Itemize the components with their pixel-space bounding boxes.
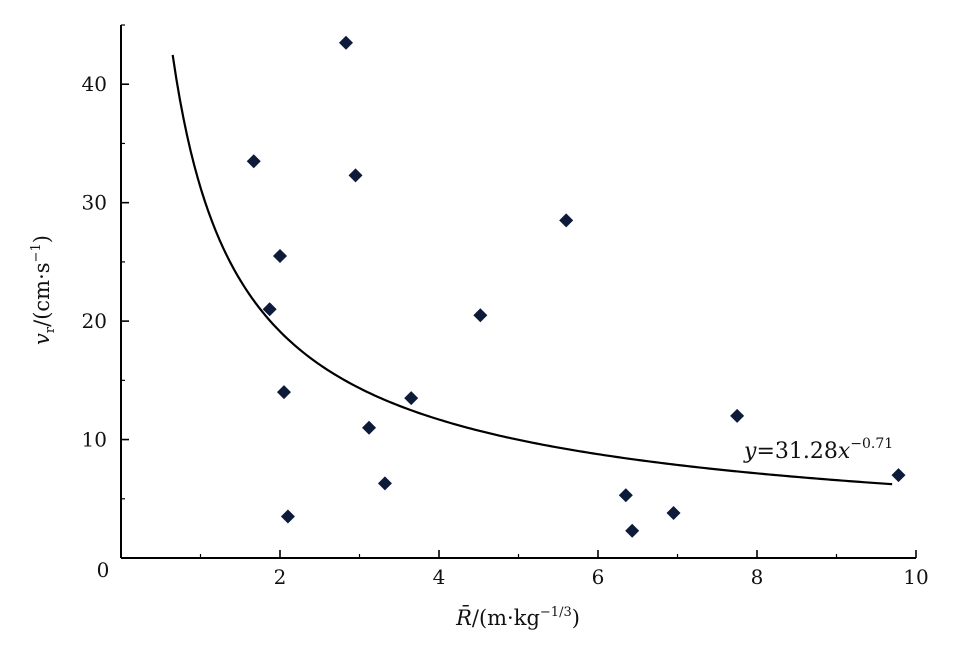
y-tick-label: 40 — [82, 72, 107, 96]
data-point — [276, 385, 291, 400]
fit-equation-coefficient: =31.28 — [756, 439, 837, 464]
data-point — [891, 468, 906, 483]
x-axis-label-unit: /(m·kg — [472, 606, 540, 630]
fit-curve — [171, 54, 893, 486]
origin-label: 0 — [97, 558, 110, 582]
data-point — [559, 213, 574, 228]
data-point — [262, 302, 277, 317]
fit-equation: y=31.28x−0.71 — [743, 436, 893, 464]
y-axis-label-symbol: v — [30, 333, 54, 345]
x-axis-label: R̄/(m·kg−1/3) — [455, 605, 580, 630]
x-axis-label-exponent: −1/3 — [540, 605, 572, 620]
data-point — [348, 168, 363, 183]
data-point — [625, 523, 640, 538]
data-point — [666, 505, 681, 520]
y-axis-label-subscript: r — [43, 326, 58, 333]
y-tick-label: 30 — [82, 191, 107, 215]
x-tick-label: 4 — [433, 565, 446, 589]
data-point — [404, 391, 419, 406]
data-point — [273, 248, 287, 263]
fit-equation-lhs: y — [743, 439, 757, 464]
data-point — [338, 35, 353, 50]
axis-tick-labels: 2 4 6 8 10 10 20 30 40 — [82, 72, 929, 589]
data-point — [362, 420, 377, 435]
x-tick-label: 6 — [592, 565, 605, 589]
x-tick-label: 10 — [903, 565, 928, 589]
data-points — [246, 35, 906, 538]
data-point — [246, 154, 261, 169]
data-point — [473, 308, 488, 323]
fit-equation-variable: x — [838, 439, 851, 464]
y-tick-label: 10 — [82, 428, 107, 452]
data-point — [618, 488, 633, 503]
data-point — [377, 476, 392, 491]
y-axis-label-exponent: −1 — [29, 243, 44, 262]
axis-ticks — [121, 24, 917, 558]
data-point — [280, 509, 295, 524]
y-tick-label: 20 — [82, 309, 107, 333]
fit-equation-exponent: −0.71 — [850, 436, 893, 452]
y-axis-label-close: ) — [30, 235, 54, 243]
data-point — [730, 408, 745, 423]
x-axis-label-close: ) — [572, 606, 580, 630]
x-tick-label: 8 — [751, 565, 764, 589]
y-axis-label: vr/(cm·s−1) — [29, 235, 58, 345]
x-axis-label-symbol: R̄ — [455, 605, 472, 630]
x-tick-label: 2 — [274, 565, 287, 589]
y-axis-label-unit: /(cm·s — [30, 262, 54, 326]
